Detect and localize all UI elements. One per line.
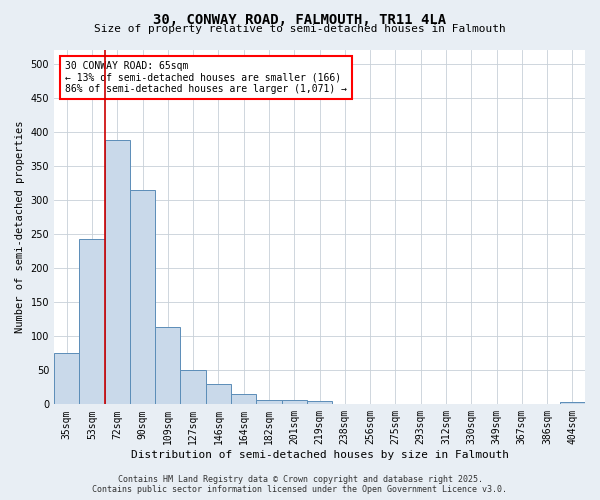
Bar <box>104 140 130 404</box>
Bar <box>181 370 206 404</box>
Bar <box>206 384 231 404</box>
Bar <box>231 394 256 404</box>
Text: 30 CONWAY ROAD: 65sqm
← 13% of semi-detached houses are smaller (166)
86% of sem: 30 CONWAY ROAD: 65sqm ← 13% of semi-deta… <box>65 60 347 94</box>
Bar <box>155 326 181 404</box>
Bar <box>307 401 332 404</box>
Bar <box>256 400 281 404</box>
Bar <box>54 353 79 405</box>
Text: Contains HM Land Registry data © Crown copyright and database right 2025.
Contai: Contains HM Land Registry data © Crown c… <box>92 474 508 494</box>
Bar <box>560 402 585 404</box>
Bar <box>281 400 307 404</box>
Text: Size of property relative to semi-detached houses in Falmouth: Size of property relative to semi-detach… <box>94 24 506 34</box>
Bar <box>130 190 155 404</box>
Text: 30, CONWAY ROAD, FALMOUTH, TR11 4LA: 30, CONWAY ROAD, FALMOUTH, TR11 4LA <box>154 12 446 26</box>
Bar <box>79 239 104 404</box>
Y-axis label: Number of semi-detached properties: Number of semi-detached properties <box>15 121 25 334</box>
X-axis label: Distribution of semi-detached houses by size in Falmouth: Distribution of semi-detached houses by … <box>131 450 509 460</box>
